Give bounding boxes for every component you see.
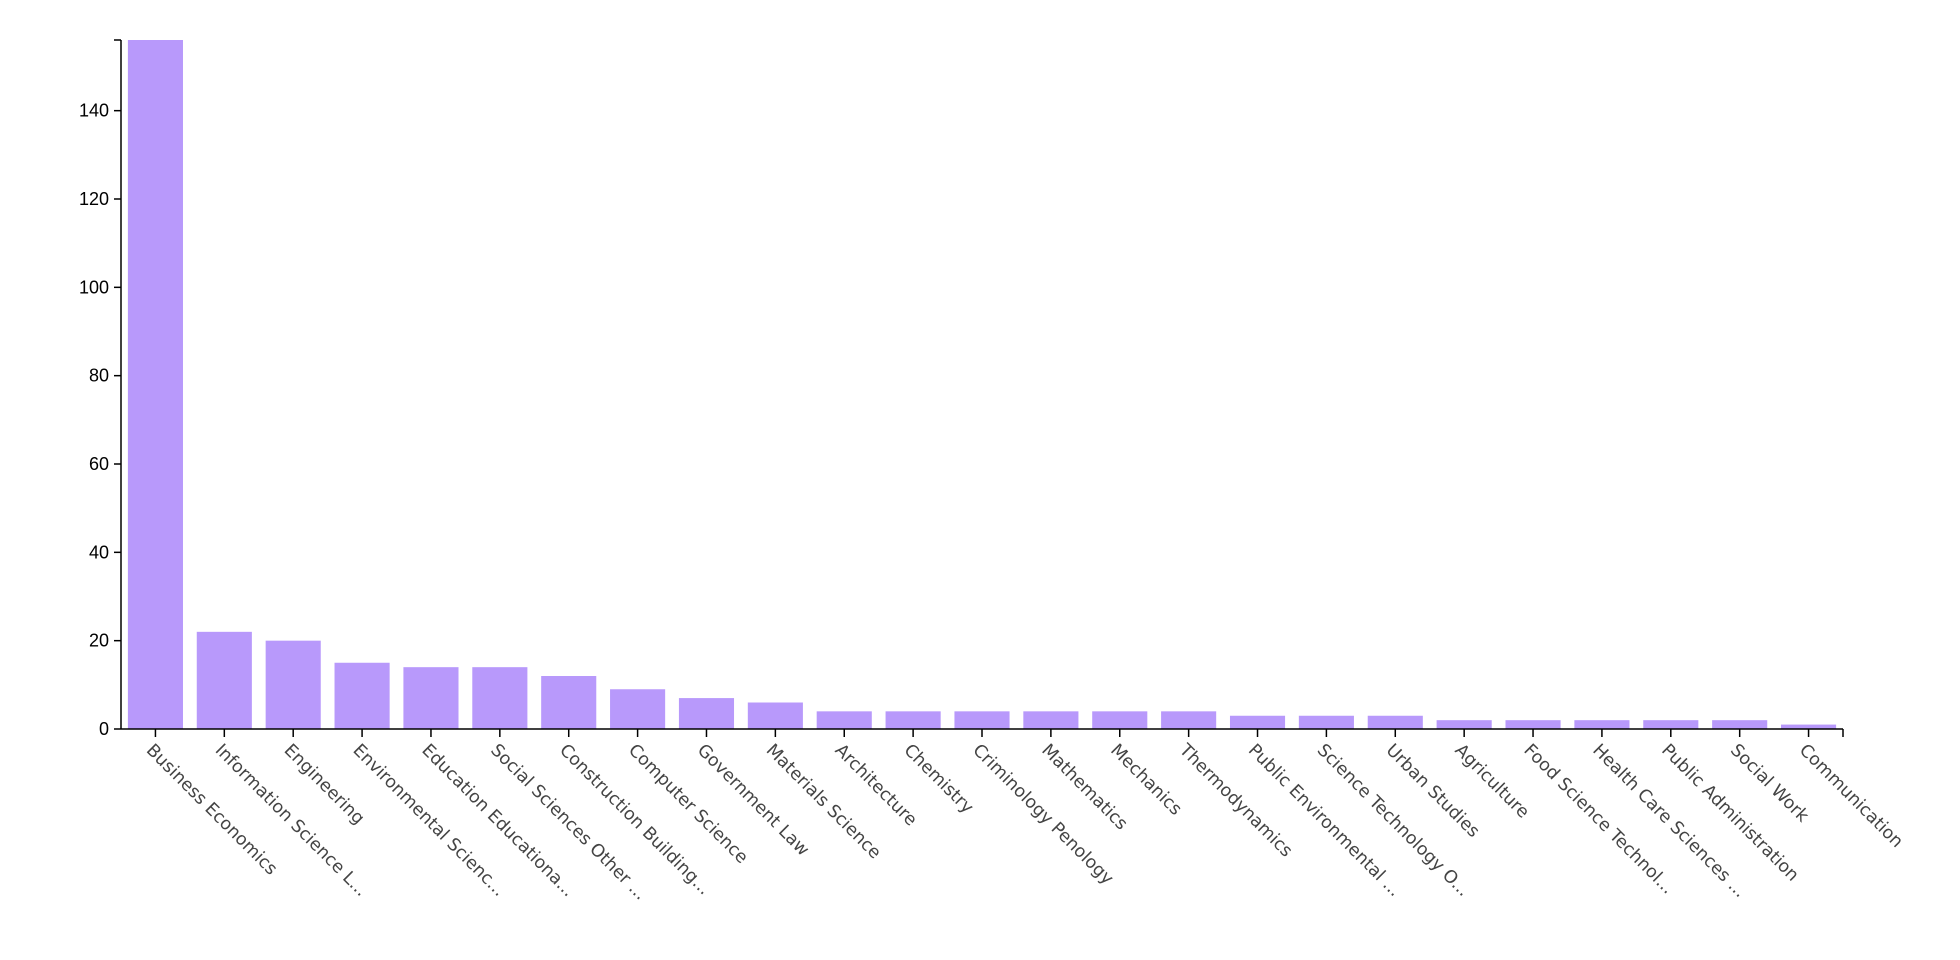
bar	[1574, 720, 1630, 729]
x-tick-label: Public Administration	[1657, 740, 1802, 885]
bar	[1161, 711, 1217, 729]
bar	[816, 711, 872, 729]
bar	[1298, 715, 1354, 729]
x-tick-label: Computer Science	[624, 740, 752, 868]
bar	[265, 640, 321, 729]
y-tick-label: 80	[89, 366, 109, 386]
x-tick-label: Materials Science	[762, 740, 885, 863]
bar	[403, 667, 459, 729]
y-tick-label: 120	[79, 189, 109, 209]
y-tick-label: 100	[79, 277, 109, 297]
bar	[334, 662, 390, 729]
bar	[196, 631, 252, 729]
y-tick-label: 60	[89, 454, 109, 474]
bars-group	[127, 40, 1837, 729]
bar	[954, 711, 1010, 729]
bar	[1436, 720, 1492, 729]
bar	[472, 667, 528, 729]
bar	[678, 698, 735, 729]
bar	[1712, 720, 1768, 729]
bar	[127, 40, 183, 729]
bar	[885, 711, 941, 729]
bar	[747, 702, 803, 729]
bar	[1505, 720, 1561, 729]
bar	[1367, 715, 1423, 729]
y-tick-label: 0	[99, 719, 109, 739]
x-tick-label: Thermodynamics	[1174, 740, 1296, 862]
x-tick-label: Business Economics	[142, 740, 281, 879]
bar	[610, 689, 666, 729]
y-tick-label: 20	[89, 631, 109, 651]
bar	[1092, 711, 1148, 729]
bar	[1229, 715, 1286, 729]
x-tick-label: Criminology Penology	[968, 740, 1117, 889]
y-axis: 0 20 40 60 80 100 120 140	[79, 39, 122, 739]
bar	[541, 676, 597, 729]
bar	[1643, 720, 1699, 729]
bar	[1023, 711, 1079, 729]
bar	[1781, 724, 1837, 729]
y-tick-label: 140	[79, 101, 109, 121]
y-tick-label: 40	[89, 542, 109, 562]
x-tick-label: Communication	[1795, 740, 1907, 852]
